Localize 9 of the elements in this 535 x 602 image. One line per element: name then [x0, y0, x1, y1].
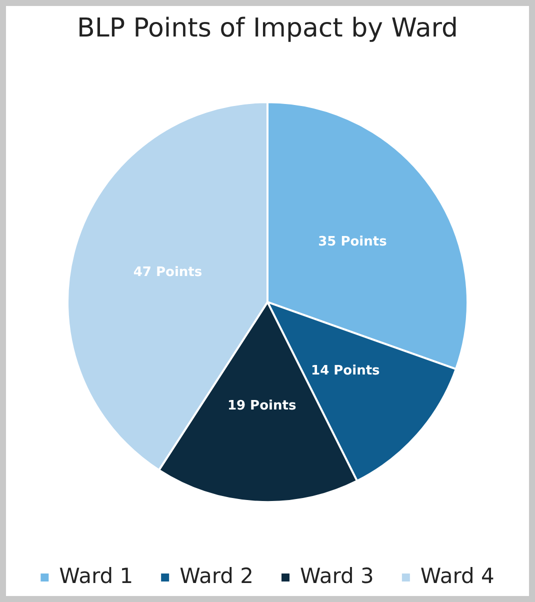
- chart-title: BLP Points of Impact by Ward: [76, 13, 458, 44]
- legend-label: Ward 4: [420, 564, 494, 588]
- data-label: 47 Points: [133, 265, 202, 280]
- legend-label: Ward 2: [180, 564, 254, 588]
- legend-label: Ward 1: [59, 564, 134, 588]
- data-label: 19 Points: [227, 398, 296, 414]
- legend-label: Ward 3: [300, 564, 374, 588]
- data-label: 35 Points: [318, 234, 388, 250]
- data-label: 14 Points: [311, 363, 380, 378]
